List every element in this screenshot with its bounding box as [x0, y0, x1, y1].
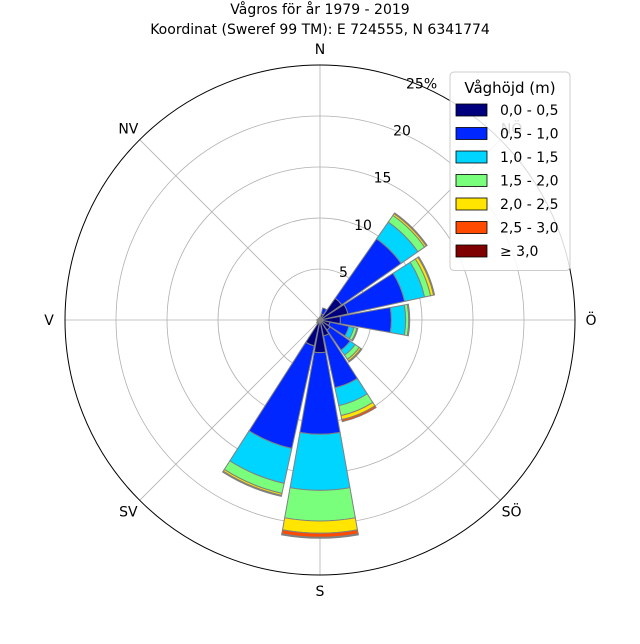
legend-swatch	[455, 244, 488, 258]
rose-bars	[221, 212, 436, 539]
rose-bar-segment	[221, 470, 283, 497]
legend-swatch	[455, 150, 488, 164]
direction-label: SV	[119, 505, 138, 521]
rose-bar-segment	[281, 533, 359, 539]
direction-label: N	[315, 42, 325, 58]
legend-swatch	[455, 174, 488, 187]
legend-swatch	[455, 221, 488, 234]
direction-label: Ö	[585, 311, 596, 329]
rose-bar-segment	[284, 487, 356, 522]
legend: Våghöjd (m) 0,0 - 0,5 0,5 - 1,0 1,0 - 1,5 1,…	[449, 71, 571, 271]
direction-label: SÖ	[502, 503, 522, 521]
rose-bar-segment	[406, 303, 411, 337]
direction-label: V	[44, 313, 54, 329]
chart-subtitle: Koordinat (Sweref 99 TM): E 724555, N 63…	[150, 22, 490, 38]
legend-label: 2,0 - 2,5	[500, 197, 558, 213]
radial-tick-label: 10	[354, 218, 372, 234]
legend-label: 1,5 - 2,0	[500, 174, 558, 190]
grid-spoke	[139, 139, 321, 321]
radial-tick-label: 25%	[406, 76, 437, 92]
outer-circle	[64, 64, 576, 576]
rose-bar-segment	[351, 327, 359, 342]
direction-label: NV	[118, 121, 138, 137]
rose-bar-segment	[318, 317, 321, 321]
legend-label: 0,5 - 1,0	[500, 127, 558, 143]
legend-swatch	[455, 197, 488, 211]
legend-label: 0,0 - 0,5	[500, 103, 558, 119]
chart-title: Vågros för år 1979 - 2019	[230, 1, 409, 18]
legend-title: Våghöjd (m)	[464, 79, 555, 97]
legend-label: ≥ 3,0	[500, 244, 538, 260]
legend-box	[449, 71, 571, 271]
radial-tick-label: 20	[393, 124, 411, 140]
rose-bar-segment	[389, 304, 407, 336]
direction-label: S	[316, 584, 325, 600]
rose-bar-segment	[417, 256, 436, 296]
rose-bar-segment	[341, 405, 377, 423]
rose-bar-segment	[347, 347, 363, 363]
legend-swatch	[455, 103, 488, 117]
legend-label: 2,5 - 3,0	[500, 221, 558, 237]
rose-bar-segment	[393, 212, 428, 247]
radial-tick-label: 15	[374, 171, 392, 187]
radial-tick-label: 5	[339, 265, 348, 281]
legend-swatch	[455, 127, 488, 140]
rose-bar-segment	[289, 431, 351, 491]
grid-spoke	[139, 319, 321, 501]
legend-label: 1,0 - 1,5	[500, 150, 558, 166]
